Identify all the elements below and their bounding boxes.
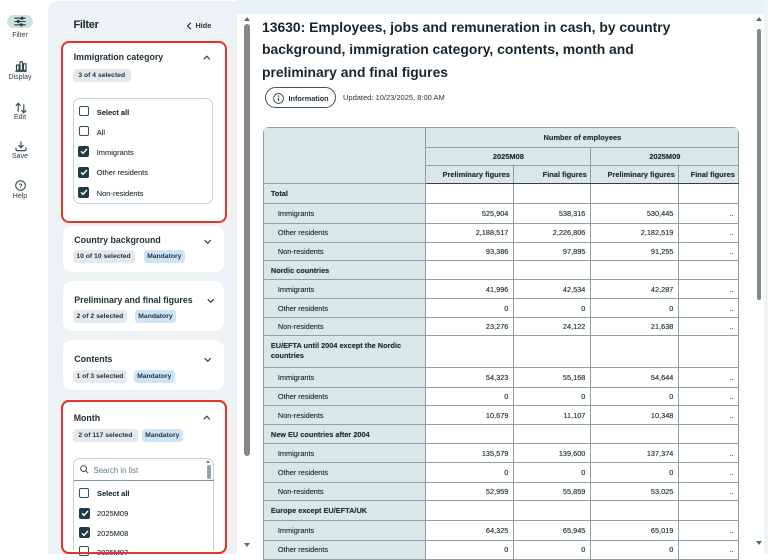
- svg-text:?: ?: [18, 183, 22, 190]
